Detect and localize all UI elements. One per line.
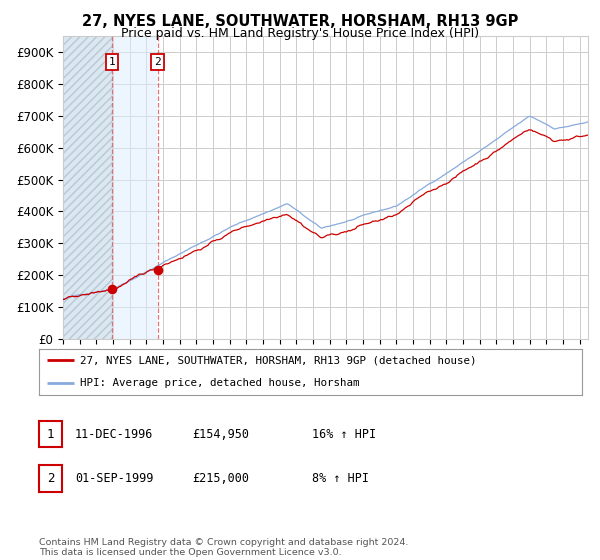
Text: 1: 1	[109, 57, 116, 67]
Text: Price paid vs. HM Land Registry's House Price Index (HPI): Price paid vs. HM Land Registry's House …	[121, 27, 479, 40]
Text: 1: 1	[47, 427, 54, 441]
Bar	[63, 36, 112, 339]
Text: £154,950: £154,950	[192, 427, 249, 441]
Text: 11-DEC-1996: 11-DEC-1996	[75, 427, 154, 441]
Text: 2: 2	[154, 57, 161, 67]
Text: 2: 2	[47, 472, 54, 486]
Text: 27, NYES LANE, SOUTHWATER, HORSHAM, RH13 9GP: 27, NYES LANE, SOUTHWATER, HORSHAM, RH13…	[82, 14, 518, 29]
Text: 8% ↑ HPI: 8% ↑ HPI	[312, 472, 369, 486]
Text: £215,000: £215,000	[192, 472, 249, 486]
Point	[152, 266, 162, 275]
Bar	[112, 36, 157, 339]
Text: 01-SEP-1999: 01-SEP-1999	[75, 472, 154, 486]
Text: 27, NYES LANE, SOUTHWATER, HORSHAM, RH13 9GP (detached house): 27, NYES LANE, SOUTHWATER, HORSHAM, RH13…	[80, 356, 476, 365]
Text: HPI: Average price, detached house, Horsham: HPI: Average price, detached house, Hors…	[80, 379, 359, 388]
Text: Contains HM Land Registry data © Crown copyright and database right 2024.
This d: Contains HM Land Registry data © Crown c…	[39, 538, 409, 557]
Point	[107, 285, 117, 294]
Text: 16% ↑ HPI: 16% ↑ HPI	[312, 427, 376, 441]
